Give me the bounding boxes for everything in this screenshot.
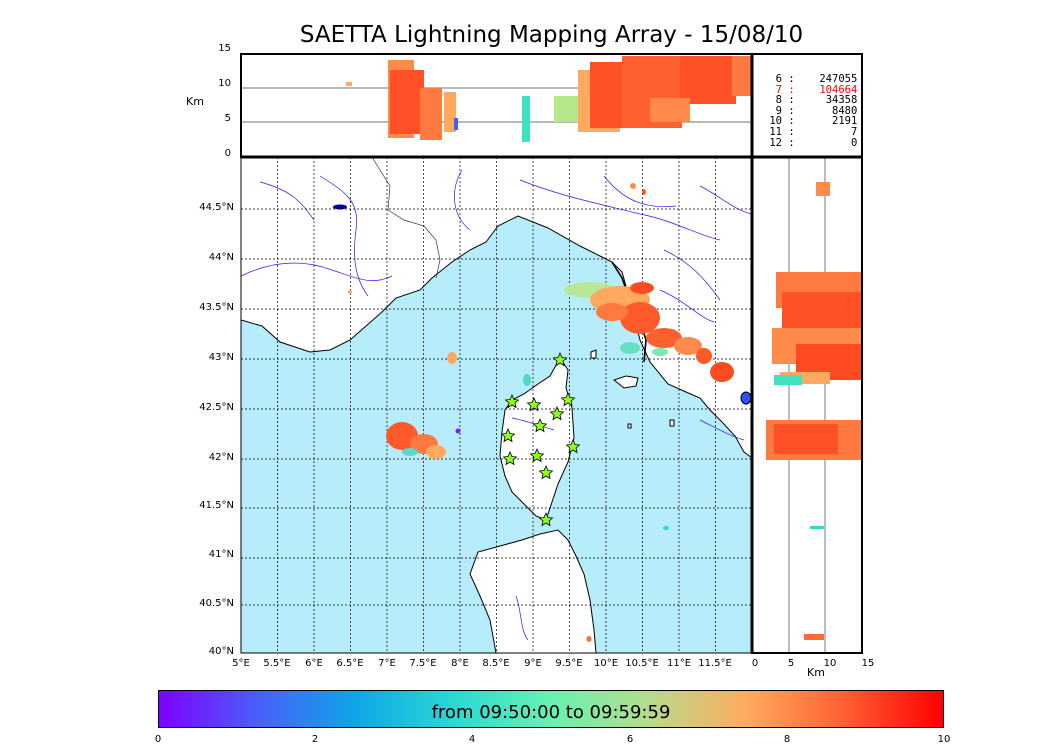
station-marker <box>529 448 545 463</box>
lon-label: 10°E <box>593 658 619 669</box>
station-marker <box>502 451 518 466</box>
lat-label: 42.5°N <box>199 402 234 413</box>
right-panel-frame <box>751 156 863 654</box>
lon-label: 5°E <box>232 658 250 669</box>
legend-row: 12 : 0 <box>769 136 858 149</box>
legend-row: 6 : 247055 <box>775 73 858 85</box>
top-ytick: 10 <box>218 78 231 89</box>
lat-label: 41.5°N <box>199 500 234 511</box>
giglio-island <box>669 419 675 427</box>
station-marker <box>549 406 565 421</box>
lon-label: 11°E <box>666 658 692 669</box>
colorbar-label: from 09:50:00 to 09:59:59 <box>431 702 671 723</box>
altitude-sources-right <box>766 182 862 640</box>
lat-label: 44.5°N <box>199 202 234 213</box>
altitude-count-legend: 6 : 247055 7 : 104664 8 : 34358 9 : 8480… <box>756 74 860 148</box>
colorbar-tick: 6 <box>626 734 634 745</box>
lat-label: 42°N <box>208 452 234 463</box>
lon-label: 8°E <box>451 658 469 669</box>
lightning-sources <box>348 183 734 642</box>
lon-label: 5.5°E <box>263 658 291 669</box>
station-marker <box>565 439 581 454</box>
rivers <box>241 169 752 641</box>
top-ytick: 0 <box>224 148 231 159</box>
top-panel <box>241 56 752 142</box>
top-ylabel: Km <box>186 95 204 108</box>
station-marker <box>526 397 542 412</box>
colorbar-tick: 0 <box>154 734 162 745</box>
station-marker <box>538 465 554 480</box>
lat-label: 41°N <box>208 549 234 560</box>
right-panel <box>766 157 862 653</box>
capraia-island <box>590 349 597 359</box>
lon-label: 7°E <box>378 658 396 669</box>
station-marker <box>560 392 576 407</box>
legend-row: 11 : 7 <box>769 125 858 138</box>
top-ytick: 15 <box>218 43 231 54</box>
colorbar-tick: 4 <box>468 734 476 745</box>
lake-annecy <box>333 204 347 210</box>
colorbar-tick: 8 <box>783 734 791 745</box>
montecristo-island <box>627 423 632 429</box>
station-marker <box>552 352 568 367</box>
time-colorbar: from 09:50:00 to 09:59:59 <box>158 690 944 728</box>
lon-label: 6.5°E <box>336 658 364 669</box>
lon-label: 8.5°E <box>482 658 510 669</box>
legend-box <box>751 53 863 158</box>
altitude-sources-top <box>346 56 752 142</box>
lon-label: 9°E <box>524 658 542 669</box>
colorbar-tick: 2 <box>311 734 319 745</box>
top-ytick: 5 <box>224 113 231 124</box>
graticule <box>241 157 752 653</box>
country-border <box>371 157 441 279</box>
map-panel <box>241 157 752 653</box>
colorbar-tick: 10 <box>937 734 951 745</box>
right-xlabel: Km <box>807 666 825 679</box>
lma-stations <box>500 352 581 527</box>
legend-row: 9 : 8480 <box>775 104 858 117</box>
lat-label: 43°N <box>208 352 234 363</box>
elba-island <box>612 375 639 389</box>
lat-label: 43.5°N <box>199 302 234 313</box>
lon-label: 6°E <box>305 658 323 669</box>
right-xtick: 5 <box>787 658 795 669</box>
lat-label: 44°N <box>208 252 234 263</box>
station-marker <box>532 418 548 433</box>
plot-title: SAETTA Lightning Mapping Array - 15/08/1… <box>299 22 804 48</box>
lon-label: 9.5°E <box>555 658 583 669</box>
right-xtick: 0 <box>751 658 759 669</box>
lon-label: 11.5°E <box>698 658 732 669</box>
lake-bolsena <box>740 391 752 405</box>
lat-label: 40°N <box>208 646 234 657</box>
station-marker <box>500 428 516 443</box>
lon-label: 7.5°E <box>409 658 437 669</box>
legend-row: 8 : 34358 <box>775 94 858 107</box>
corsica-island <box>499 357 575 521</box>
legend-row: 10 : 2191 <box>769 115 858 128</box>
station-marker <box>504 394 520 409</box>
station-marker <box>538 512 554 527</box>
lon-label: 10.5°E <box>625 658 659 669</box>
lat-label: 40.5°N <box>199 598 234 609</box>
legend-row: 7 : 104664 <box>775 83 858 96</box>
right-xtick: 10 <box>823 658 837 669</box>
sardinia-island <box>469 529 597 653</box>
right-xtick: 15 <box>861 658 875 669</box>
